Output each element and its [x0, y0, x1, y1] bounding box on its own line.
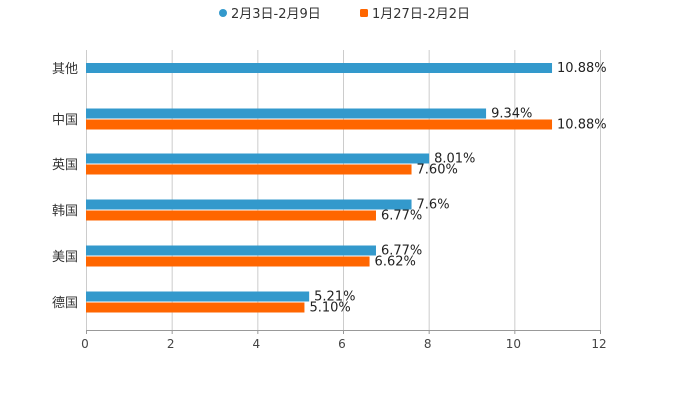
category-label-0: 其他 [52, 62, 78, 77]
category-label-5: 德国 [52, 296, 78, 311]
x-axis: 0 2 4 6 8 10 12 [81, 330, 607, 351]
bar-week1-5 [86, 291, 310, 302]
legend-marker-week1 [219, 9, 227, 17]
category-label-4: 美国 [52, 250, 78, 265]
bars [86, 63, 553, 313]
data-label-week2-4: 6.62% [375, 255, 416, 270]
data-labels: 10.88%9.34%10.88%8.01%7.60%7.6%6.77%6.77… [309, 61, 606, 316]
data-label-week1-2: 8.01% [434, 152, 475, 167]
bar-week1-0 [86, 63, 553, 73]
bar-week1-4 [86, 245, 376, 256]
bar-week1-3 [86, 199, 412, 210]
x-tick-label-2: 2 [167, 337, 175, 351]
data-label-week1-1: 9.34% [491, 107, 532, 122]
data-label-week2-3: 6.77% [381, 209, 422, 224]
legend-label-week2: 1月27日-2月2日 [372, 7, 470, 22]
bar-week2-5 [86, 302, 305, 313]
x-tick-label-0: 0 [81, 337, 89, 351]
x-tick-label-4: 4 [253, 337, 261, 351]
data-label-week2-2: 7.60% [417, 163, 458, 178]
data-label-week1-5: 5.21% [314, 290, 355, 305]
x-tick-label-6: 6 [338, 337, 346, 351]
bar-week2-4 [86, 256, 370, 267]
data-label-week2-1: 10.88% [557, 118, 607, 133]
bar-week2-2 [86, 164, 412, 175]
data-label-week1-0: 10.88% [557, 61, 607, 76]
bar-week1-1 [86, 108, 487, 119]
legend: 2月3日-2月9日 1月27日-2月2日 [219, 7, 470, 22]
x-tick-label-10: 10 [506, 337, 521, 351]
x-tick-label-12: 12 [591, 337, 606, 351]
gridlines [86, 50, 601, 330]
category-label-1: 中国 [52, 113, 78, 128]
data-label-week1-3: 7.6% [417, 198, 450, 213]
bar-week1-2 [86, 153, 430, 164]
legend-label-week1: 2月3日-2月9日 [231, 7, 321, 22]
legend-marker-week2 [360, 9, 368, 17]
bar-week2-1 [86, 119, 553, 130]
data-label-week2-5: 5.10% [309, 301, 350, 316]
x-tick-label-8: 8 [424, 337, 432, 351]
category-label-2: 英国 [52, 158, 78, 173]
bar-week2-3 [86, 210, 376, 221]
data-label-week1-4: 6.77% [381, 244, 422, 259]
category-label-3: 韩国 [52, 204, 78, 219]
